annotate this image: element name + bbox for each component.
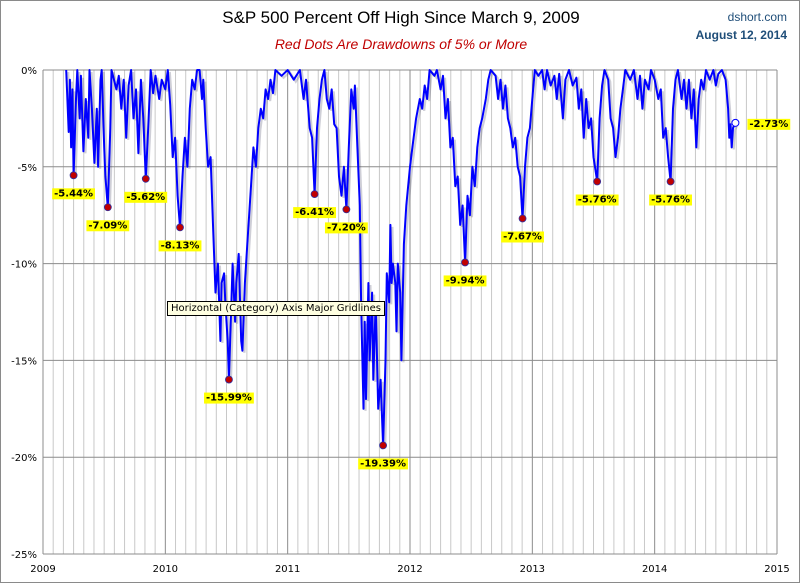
- x-tick-label: 2011: [275, 564, 300, 575]
- data-label: -7.09%: [88, 220, 127, 231]
- data-label-background: [204, 392, 254, 404]
- drawdown-dot: [103, 203, 112, 212]
- drawdown-dot: [461, 258, 469, 267]
- series-line: [65, 69, 737, 447]
- y-tick-label: -5%: [18, 163, 37, 174]
- data-label: -8.13%: [161, 240, 200, 251]
- y-tick-label: -10%: [11, 260, 37, 271]
- drawdown-dot: [518, 214, 527, 223]
- chart-title: S&P 500 Percent Off High Since March 9, …: [222, 8, 580, 27]
- current-value-dot: [731, 118, 740, 127]
- drawdown-dot: [69, 171, 78, 180]
- data-label-background: [747, 118, 791, 130]
- data-label: -19.39%: [360, 458, 406, 469]
- data-label-background: [649, 194, 692, 206]
- gridlines-tooltip: Horizontal (Category) Axis Major Gridlin…: [167, 301, 386, 316]
- drawdown-dot: [225, 375, 233, 384]
- x-tick-label: 2013: [520, 564, 545, 575]
- data-label: -5.44%: [54, 188, 93, 199]
- data-label: -6.41%: [295, 207, 334, 218]
- x-tick-label: 2015: [764, 564, 789, 575]
- data-label-background: [52, 188, 96, 200]
- data-label-background: [124, 191, 168, 203]
- data-label-background: [324, 222, 368, 234]
- x-tick-label: 2009: [30, 564, 55, 575]
- data-label-background: [358, 458, 408, 470]
- date-label: August 12, 2014: [695, 28, 787, 42]
- drawdown-dot: [176, 223, 184, 232]
- x-tick-label: 2012: [397, 564, 422, 575]
- y-tick-label: -20%: [11, 453, 37, 464]
- drawdown-dot: [342, 205, 351, 214]
- data-label-background: [501, 231, 544, 243]
- data-label: -7.67%: [503, 231, 542, 242]
- x-tick-label: 2010: [153, 564, 178, 575]
- y-tick-label: -25%: [11, 550, 37, 561]
- data-label-background: [443, 275, 487, 287]
- drawdown-dot: [310, 190, 319, 198]
- data-label-background: [293, 207, 337, 219]
- y-tick-label: 0%: [21, 66, 37, 77]
- data-label: -7.20%: [327, 222, 366, 233]
- drawdown-dot: [666, 177, 675, 186]
- data-label-background: [158, 240, 202, 252]
- data-label: -9.94%: [446, 275, 485, 286]
- data-label-background: [575, 194, 619, 206]
- data-label: -15.99%: [206, 393, 252, 404]
- data-label: -5.62%: [126, 192, 165, 203]
- data-label: -2.73%: [749, 119, 788, 130]
- chart-subtitle: Red Dots Are Drawdowns of 5% or More: [274, 36, 528, 52]
- x-tick-label: 2014: [642, 564, 667, 575]
- drawdown-dot: [141, 174, 150, 183]
- data-label: -5.76%: [578, 195, 617, 206]
- y-tick-label: -15%: [11, 356, 37, 367]
- drawdown-dot: [593, 177, 602, 186]
- data-label-background: [86, 220, 130, 232]
- data-label: -5.76%: [651, 195, 690, 206]
- drawdown-dot: [379, 441, 387, 450]
- source-label: dshort.com: [727, 10, 787, 24]
